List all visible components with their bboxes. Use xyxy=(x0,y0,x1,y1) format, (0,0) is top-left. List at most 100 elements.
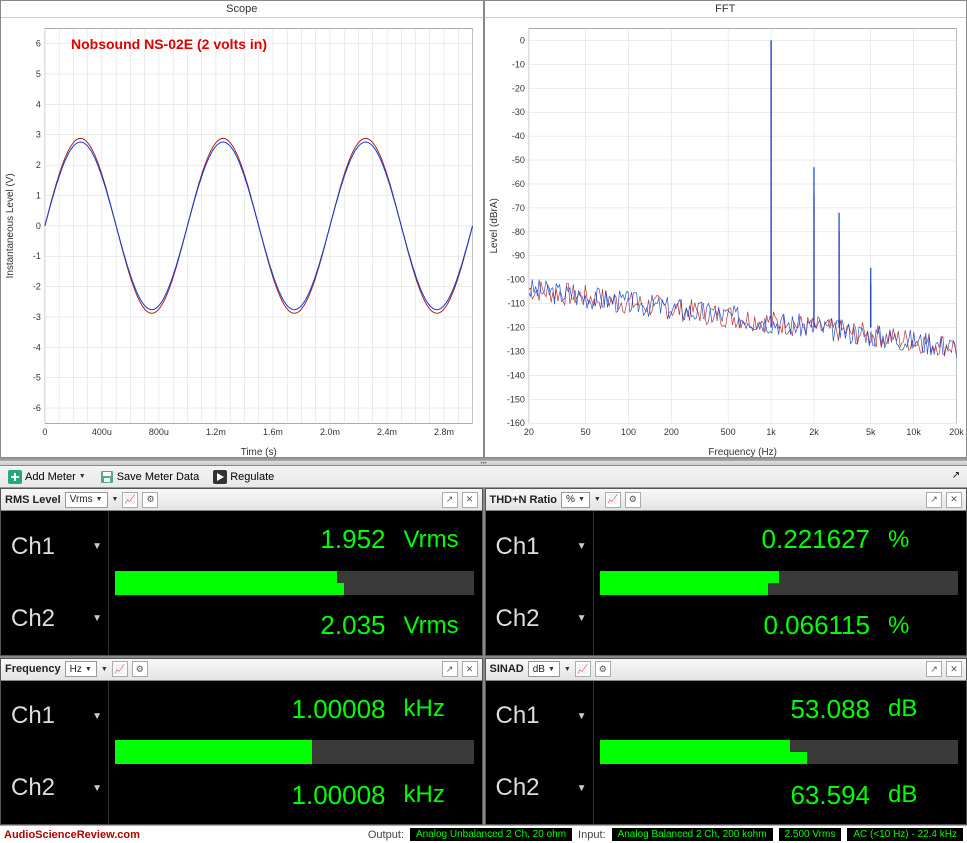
svg-text:-3: -3 xyxy=(33,312,41,322)
close-icon[interactable]: ✕ xyxy=(462,492,478,508)
chevron-down-icon[interactable]: ▼ xyxy=(112,496,119,503)
sinad-body: Ch1▼ 53.088dB Ch2▼ 63.594dB xyxy=(486,681,967,825)
svg-text:-120: -120 xyxy=(506,323,524,333)
input-badge-1[interactable]: Analog Balanced 2 Ch, 200 kohm xyxy=(612,828,773,841)
rms-ch1-unit: Vrms xyxy=(404,526,474,554)
regulate-button[interactable]: Regulate xyxy=(209,469,278,485)
svg-text:-100: -100 xyxy=(506,275,524,285)
svg-text:2.4m: 2.4m xyxy=(377,427,397,437)
svg-text:1: 1 xyxy=(36,190,41,200)
thdn-ch1-bar xyxy=(600,571,959,583)
svg-text:1.6m: 1.6m xyxy=(263,427,283,437)
chevron-down-icon[interactable]: ▼ xyxy=(101,666,108,673)
sinad-unit-select[interactable]: dB▼ xyxy=(528,661,560,677)
thdn-ch2-label-area[interactable]: Ch2▼ xyxy=(486,583,594,655)
thdn-header: THD+N Ratio %▼ ▼ 📈 ⚙ ↗ ✕ xyxy=(486,489,967,511)
chevron-down-icon: ▼ xyxy=(92,783,102,794)
chevron-down-icon: ▼ xyxy=(577,711,587,722)
thdn-ch2-bar xyxy=(600,583,959,595)
chart-icon[interactable]: 📈 xyxy=(575,661,591,677)
close-icon[interactable]: ✕ xyxy=(946,661,962,677)
chevron-down-icon: ▼ xyxy=(577,613,587,624)
close-icon[interactable]: ✕ xyxy=(462,661,478,677)
svg-text:2: 2 xyxy=(36,160,41,170)
svg-text:4: 4 xyxy=(36,99,41,109)
regulate-label: Regulate xyxy=(230,471,274,483)
scope-title: Scope xyxy=(1,1,483,18)
plus-icon xyxy=(8,470,22,484)
svg-text:500: 500 xyxy=(720,427,735,437)
svg-text:-2: -2 xyxy=(33,282,41,292)
svg-text:800u: 800u xyxy=(149,427,169,437)
rms-ch1-label-area[interactable]: Ch1▼ xyxy=(1,511,109,583)
svg-text:-80: -80 xyxy=(511,227,524,237)
output-badge[interactable]: Analog Unbalanced 2 Ch, 20 ohm xyxy=(410,828,572,841)
svg-text:5k: 5k xyxy=(865,427,875,437)
svg-text:-60: -60 xyxy=(511,179,524,189)
freq-unit-select[interactable]: Hz▼ xyxy=(65,661,97,677)
svg-text:-30: -30 xyxy=(511,107,524,117)
freq-ch2-unit: kHz xyxy=(404,781,474,809)
rms-unit-select[interactable]: Vrms▼ xyxy=(65,492,108,508)
thdn-unit-select[interactable]: %▼ xyxy=(561,492,590,508)
input-badge-3[interactable]: AC (<10 Hz) - 22.4 kHz xyxy=(847,828,963,841)
thdn-ch2-unit: % xyxy=(888,612,958,640)
svg-text:0: 0 xyxy=(519,35,524,45)
svg-text:3: 3 xyxy=(36,130,41,140)
rms-ch2-row: Ch2▼ 2.035Vrms xyxy=(1,583,482,655)
svg-text:-130: -130 xyxy=(506,346,524,356)
freq-ch2-label-area[interactable]: Ch2▼ xyxy=(1,752,109,824)
chart-icon[interactable]: 📈 xyxy=(122,492,138,508)
sinad-ch2-label-area[interactable]: Ch2▼ xyxy=(486,752,594,824)
chart-icon[interactable]: 📈 xyxy=(112,661,128,677)
chevron-down-icon[interactable]: ▼ xyxy=(594,496,601,503)
fft-body[interactable]: -160-150-140-130-120-110-100-90-80-70-60… xyxy=(485,18,967,462)
svg-text:1k: 1k xyxy=(766,427,776,437)
gear-icon[interactable]: ⚙ xyxy=(132,661,148,677)
thdn-ch1-label-area[interactable]: Ch1▼ xyxy=(486,511,594,583)
popout-icon[interactable]: ↗ xyxy=(926,661,942,677)
gear-icon[interactable]: ⚙ xyxy=(595,661,611,677)
overlay-label: Nobsound NS-02E (2 volts in) xyxy=(71,36,267,52)
popout-icon[interactable]: ↗ xyxy=(926,492,942,508)
gear-icon[interactable]: ⚙ xyxy=(625,492,641,508)
svg-text:2k: 2k xyxy=(809,427,819,437)
save-meter-button[interactable]: Save Meter Data xyxy=(96,469,204,485)
freq-ch1-label-area[interactable]: Ch1▼ xyxy=(1,681,109,753)
frequency-meter: Frequency Hz▼ ▼ 📈 ⚙ ↗ ✕ Ch1▼ 1.00008kHz … xyxy=(0,658,483,826)
input-badge-2[interactable]: 2.500 Vrms xyxy=(779,828,842,841)
svg-text:200: 200 xyxy=(663,427,678,437)
close-icon[interactable]: ✕ xyxy=(946,492,962,508)
gear-icon[interactable]: ⚙ xyxy=(142,492,158,508)
freq-ch2-bar xyxy=(115,752,474,764)
thdn-title: THD+N Ratio xyxy=(490,494,558,506)
popout-icon[interactable]: ↗ xyxy=(442,661,458,677)
sinad-ch2-row: Ch2▼ 63.594dB xyxy=(486,752,967,824)
add-meter-button[interactable]: Add Meter ▼ xyxy=(4,469,90,485)
chevron-down-icon[interactable]: ▼ xyxy=(564,666,571,673)
svg-text:-90: -90 xyxy=(511,251,524,261)
svg-text:-160: -160 xyxy=(506,418,524,428)
sinad-header: SINAD dB▼ ▼ 📈 ⚙ ↗ ✕ xyxy=(486,659,967,681)
rms-body: Ch1▼ 1.952Vrms Ch2▼ 2.035Vrms xyxy=(1,511,482,655)
svg-text:2.8m: 2.8m xyxy=(434,427,454,437)
rms-ch2-label-area[interactable]: Ch2▼ xyxy=(1,583,109,655)
sinad-title: SINAD xyxy=(490,663,524,675)
svg-text:-4: -4 xyxy=(33,342,41,352)
svg-text:50: 50 xyxy=(580,427,590,437)
sinad-ch1-unit: dB xyxy=(888,695,958,723)
svg-text:20k: 20k xyxy=(949,427,964,437)
expand-icon[interactable]: ↗ xyxy=(949,470,963,484)
popout-icon[interactable]: ↗ xyxy=(442,492,458,508)
scope-svg: -6-5-4-3-2-101234560400u800u1.2m1.6m2.0m… xyxy=(1,18,483,462)
scope-body[interactable]: Nobsound NS-02E (2 volts in) -6-5-4-3-2-… xyxy=(1,18,483,462)
freq-body: Ch1▼ 1.00008kHz Ch2▼ 1.00008kHz xyxy=(1,681,482,825)
chart-icon[interactable]: 📈 xyxy=(605,492,621,508)
svg-text:0: 0 xyxy=(36,221,41,231)
thdn-ch1-unit: % xyxy=(888,526,958,554)
play-icon xyxy=(213,470,227,484)
sinad-ch1-label-area[interactable]: Ch1▼ xyxy=(486,681,594,753)
svg-text:5: 5 xyxy=(36,69,41,79)
svg-text:-6: -6 xyxy=(33,403,41,413)
rms-ch2-value: 2.035 xyxy=(320,610,385,641)
